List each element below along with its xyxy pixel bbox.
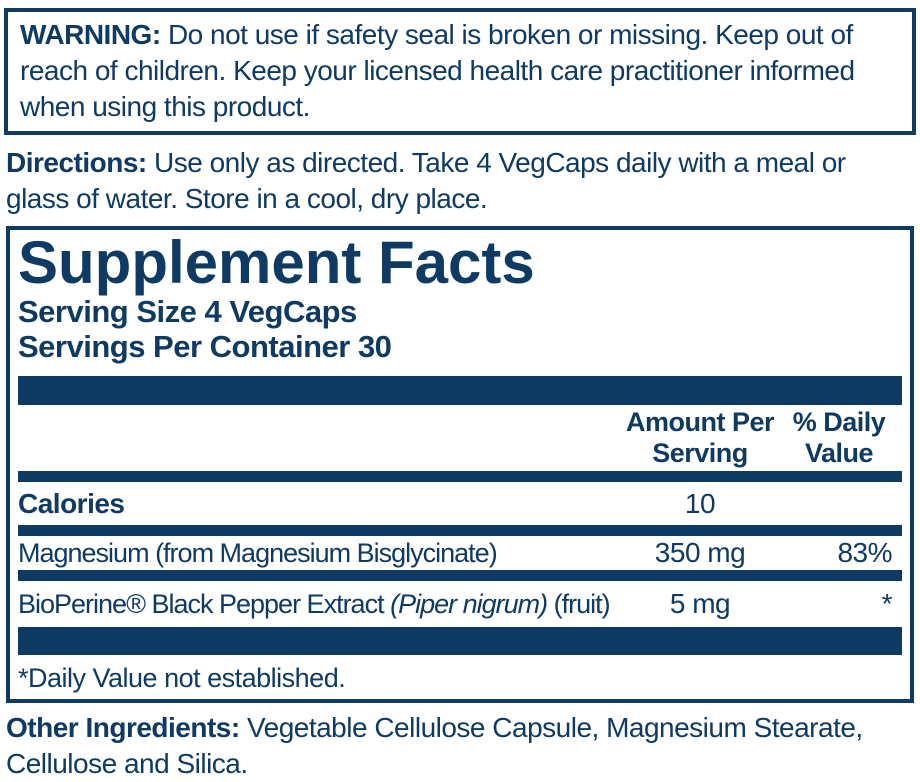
supplement-label: WARNING: Do not use if safety seal is br… bbox=[0, 8, 920, 779]
dv-header-line2: Value bbox=[804, 438, 874, 468]
divider-bar-header bbox=[18, 471, 902, 482]
row-name-suffix: (fruit) bbox=[547, 589, 611, 619]
amount-header-line2: Serving bbox=[652, 438, 748, 468]
row-amount: 5 mg bbox=[669, 588, 731, 619]
row-name-latin: (Piper nigrum) bbox=[390, 589, 548, 619]
warning-box: WARNING: Do not use if safety seal is br… bbox=[4, 8, 916, 135]
facts-table-header: Amount Per Serving % Daily Value bbox=[18, 405, 902, 471]
row-daily-value: * bbox=[881, 588, 893, 619]
row-name: Magnesium (from Magnesium Bisglycinate) bbox=[18, 538, 498, 568]
servings-per-container: Servings Per Container 30 bbox=[18, 329, 392, 364]
dv-header-line1: % Daily bbox=[792, 407, 886, 437]
warning-text: WARNING: Do not use if safety seal is br… bbox=[20, 17, 900, 125]
table-row-bioperine: BioPerine® Black Pepper Extract (Piper n… bbox=[18, 581, 902, 627]
directions-text: Directions: Use only as directed. Take 4… bbox=[6, 145, 912, 217]
divider-bar-top bbox=[18, 376, 902, 405]
warning-label: WARNING: bbox=[20, 19, 161, 50]
amount-header-line1: Amount Per bbox=[625, 407, 775, 437]
row-amount: 350 mg bbox=[654, 537, 746, 568]
row-name: BioPerine® Black Pepper Extract (Piper n… bbox=[18, 581, 611, 627]
daily-value-header: % Daily Value bbox=[776, 407, 902, 469]
row-name: Calories bbox=[18, 488, 125, 519]
serving-size: Serving Size 4 VegCaps bbox=[18, 294, 357, 329]
daily-value-footnote: *Daily Value not established. bbox=[18, 663, 346, 693]
supplement-facts-panel: Supplement Facts Serving Size 4 VegCaps … bbox=[6, 226, 914, 703]
directions-label: Directions: bbox=[6, 147, 147, 178]
other-ingredients-body: Vegetable Cellulose Capsule, Magnesium S… bbox=[6, 712, 863, 779]
other-ingredients-label: Other Ingredients: bbox=[6, 712, 240, 743]
warning-body: Do not use if safety seal is broken or m… bbox=[20, 19, 855, 122]
row-daily-value: 83% bbox=[837, 537, 892, 568]
row-name-prefix: BioPerine® Black Pepper Extract bbox=[18, 589, 391, 619]
row-amount: 10 bbox=[684, 488, 716, 519]
supplement-facts-title: Supplement Facts bbox=[18, 229, 535, 296]
divider-bar-row1 bbox=[18, 525, 902, 536]
divider-bar-row2 bbox=[18, 570, 902, 581]
amount-per-serving-header: Amount Per Serving bbox=[610, 407, 790, 469]
other-ingredients-text: Other Ingredients: Vegetable Cellulose C… bbox=[6, 710, 912, 782]
table-row-calories: Calories 10 bbox=[18, 482, 902, 525]
divider-bar-bottom bbox=[18, 627, 902, 655]
table-row-magnesium: Magnesium (from Magnesium Bisglycinate) … bbox=[18, 536, 902, 570]
directions-body: Use only as directed. Take 4 VegCaps dai… bbox=[6, 147, 846, 214]
